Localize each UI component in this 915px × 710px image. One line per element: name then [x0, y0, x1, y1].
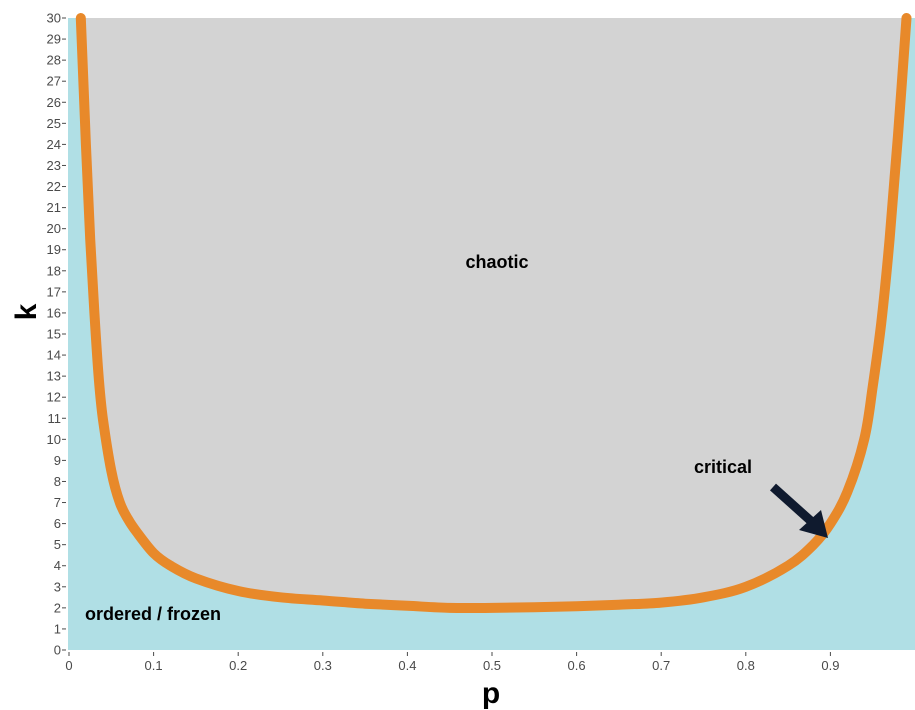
y-axis-ticks: 0123456789101112131415161718192021222324… [47, 11, 66, 658]
y-tick-label: 29 [47, 32, 61, 47]
y-tick-label: 7 [54, 495, 61, 510]
critical-label: critical [694, 457, 752, 477]
y-tick-label: 19 [47, 242, 61, 257]
critical-curve [75, 13, 912, 614]
y-tick-label: 2 [54, 600, 61, 615]
y-tick-label: 5 [54, 537, 61, 552]
x-tick-label: 0.9 [821, 658, 839, 673]
x-axis-ticks: 0 0.1 0.2 0.3 0.4 0.5 0.6 0.7 0.8 0.9 [65, 652, 839, 673]
x-tick-label: 0.2 [229, 658, 247, 673]
y-tick-label: 9 [54, 453, 61, 468]
y-tick-label: 14 [47, 348, 61, 363]
x-tick-label: 0.1 [145, 658, 163, 673]
y-tick-label: 16 [47, 305, 61, 320]
y-tick-label: 11 [48, 411, 62, 426]
y-tick-label: 23 [47, 158, 61, 173]
y-tick-label: 25 [47, 116, 61, 131]
y-tick-label: 30 [47, 11, 61, 26]
y-tick-label: 0 [54, 643, 61, 658]
chaotic-region [80, 18, 907, 609]
y-tick-label: 17 [47, 284, 61, 299]
y-tick-label: 28 [47, 53, 61, 68]
y-tick-label: 13 [47, 369, 61, 384]
y-tick-label: 15 [47, 327, 61, 342]
y-tick-label: 24 [47, 137, 61, 152]
x-tick-label: 0.6 [568, 658, 586, 673]
y-tick-label: 26 [47, 95, 61, 110]
critical-arrow [769, 483, 828, 538]
y-tick-label: 4 [54, 558, 61, 573]
y-tick-label: 8 [54, 474, 61, 489]
y-tick-label: 18 [47, 263, 61, 278]
x-tick-label: 0.5 [483, 658, 501, 673]
arrow-head [799, 510, 828, 538]
y-tick-label: 20 [47, 221, 61, 236]
y-tick-label: 10 [47, 432, 61, 447]
x-tick-label: 0.8 [737, 658, 755, 673]
y-tick-label: 12 [47, 390, 61, 405]
x-tick-label: 0.7 [652, 658, 670, 673]
y-axis-title: k [10, 303, 43, 320]
y-tick-label: 21 [47, 200, 61, 215]
y-tick-label: 1 [54, 621, 61, 636]
arrow-shaft [769, 483, 816, 526]
x-tick-label: 0 [65, 658, 72, 673]
ordered-label: ordered / frozen [85, 604, 221, 624]
y-tick-label: 6 [54, 516, 61, 531]
x-tick-label: 0.4 [398, 658, 416, 673]
chaotic-label: chaotic [465, 252, 528, 272]
y-tick-label: 3 [54, 579, 61, 594]
x-axis-title: p [482, 677, 500, 710]
y-tick-label: 22 [47, 179, 61, 194]
x-tick-label: 0.3 [314, 658, 332, 673]
y-tick-label: 27 [47, 74, 61, 89]
